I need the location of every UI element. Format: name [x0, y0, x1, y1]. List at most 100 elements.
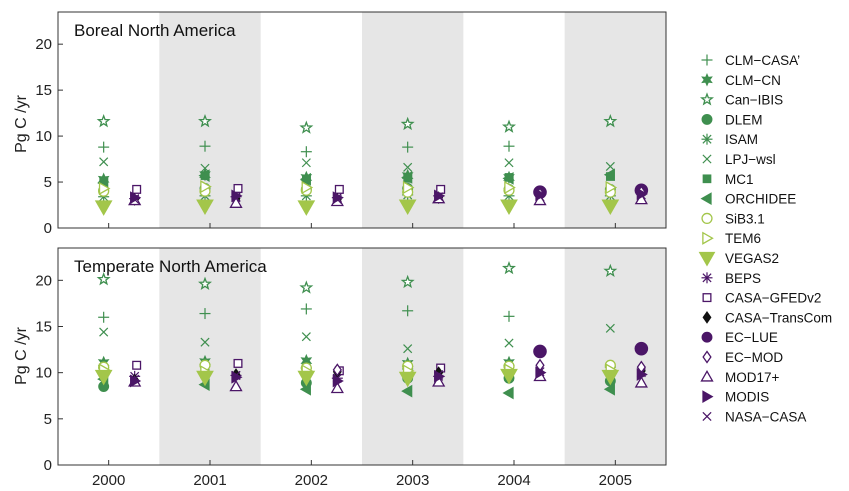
point-orchidee-2001 — [198, 169, 210, 182]
point-nasa-casa-2002 — [332, 373, 342, 383]
point-clm-casa-2000 — [98, 311, 110, 323]
legend-item-casa-transcom: CASA−TransCom — [702, 310, 832, 325]
point-can-ibis-2005 — [603, 114, 618, 128]
legend-label: Can−IBIS — [725, 93, 783, 108]
y-tick-label: 20 — [35, 36, 52, 53]
point-lpj-wsl-2000 — [99, 327, 109, 337]
legend-label: EC−MOD — [725, 350, 783, 365]
legend: CLM−CASA’ CLM−CN Can−IBIS DLEM ISAM LPJ−wsl MC… — [698, 53, 832, 424]
point-can-ibis-2002 — [299, 280, 314, 294]
point-vegas2-2003 — [398, 371, 417, 388]
point-casa-gfedv2-2001 — [233, 358, 243, 368]
legend-item-beps: BEPS — [701, 271, 761, 286]
legend-label: CLM−CN — [725, 73, 781, 88]
point-vegas2-2005 — [601, 369, 620, 386]
legend-marker-can-ibis — [700, 92, 714, 106]
point-clm-casa-2003 — [402, 305, 414, 317]
point-clm-casa-2002 — [300, 146, 312, 158]
point-vegas2-2002 — [297, 370, 316, 387]
plot-frame — [57, 11, 667, 229]
legend-label: EC−LUE — [725, 330, 778, 345]
point-orchidee-2005 — [603, 382, 615, 396]
point-casa-gfedv2-2001 — [233, 183, 243, 193]
point-nasa-casa-2004 — [535, 367, 545, 377]
point-clm-casa-2004 — [503, 310, 515, 322]
point-orchidee-2004 — [502, 172, 514, 185]
point-vegas2-2004 — [500, 199, 518, 215]
legend-item-can-ibis: Can−IBIS — [700, 92, 783, 108]
point-orchidee-2002 — [299, 172, 311, 186]
point-tem6-2003 — [402, 180, 415, 195]
point-can-ibis-2003 — [400, 274, 415, 289]
legend-label: SiB3.1 — [725, 211, 765, 226]
legend-label: DLEM — [725, 112, 763, 127]
point-lpj-wsl-2003 — [403, 344, 413, 354]
point-can-ibis-2001 — [198, 114, 212, 128]
y-tick-label: 5 — [44, 174, 52, 191]
y-tick-label: 5 — [44, 411, 52, 428]
legend-marker-casa-gfedv2 — [702, 293, 712, 303]
legend-item-mod17: MOD17+ — [700, 370, 780, 385]
shaded-band-2003 — [362, 248, 464, 465]
point-lpj-wsl-2000 — [99, 157, 109, 167]
legend-marker-modis — [702, 390, 714, 403]
point-vegas2-2001 — [196, 199, 214, 215]
plot-frame — [57, 247, 667, 466]
legend-label: BEPS — [725, 271, 761, 286]
point-can-ibis-2004 — [502, 260, 516, 275]
panel-temperate-north-america: 0 5 10 15 20 2000 2001 2002 2003 2004 2005 Temperat… — [35, 247, 667, 489]
y-tick-label: 10 — [35, 128, 52, 145]
point-lpj-wsl-2001 — [200, 337, 210, 347]
legend-item-ec-mod: EC−MOD — [702, 350, 783, 365]
legend-item-ec-lue: EC−LUE — [701, 330, 778, 345]
plot-panels: 0 5 10 15 20 Boreal North America 0 5 10 15 20 2000… — [35, 11, 667, 489]
shaded-band-2001 — [159, 248, 261, 465]
point-orchidee-2004 — [502, 386, 514, 400]
point-vegas2-2001 — [196, 370, 214, 387]
legend-marker-isam — [701, 133, 713, 145]
legend-item-tem6: TEM6 — [702, 231, 761, 246]
point-tem6-2004 — [504, 180, 516, 195]
x-tick-label-2003: 2003 — [396, 472, 429, 489]
point-tem6-2005 — [605, 180, 618, 195]
point-nasa-casa-2003 — [434, 192, 444, 202]
x-tick-label-2001: 2001 — [193, 472, 226, 489]
point-vegas2-2004 — [500, 368, 518, 385]
point-vegas2-2002 — [297, 200, 316, 216]
point-casa-gfedv2-2002 — [334, 184, 344, 194]
point-can-ibis-2001 — [198, 276, 212, 290]
point-can-ibis-2003 — [400, 116, 415, 131]
point-can-ibis-2005 — [603, 263, 618, 278]
point-nasa-casa-2001 — [231, 370, 241, 380]
point-casa-gfedv2-2000 — [132, 360, 142, 370]
legend-marker-dlem — [701, 113, 713, 125]
point-vegas2-2000 — [94, 369, 113, 386]
y-tick-label: 0 — [44, 457, 52, 474]
point-ec-lue-2005 — [634, 341, 649, 356]
legend-label: TEM6 — [725, 231, 761, 246]
point-clm-casa-2003 — [402, 141, 414, 153]
legend-marker-clm-casa — [701, 54, 713, 66]
panel-title: Boreal North America — [74, 21, 236, 40]
legend-marker-casa-transcom — [702, 311, 712, 324]
point-can-ibis-2000 — [96, 114, 111, 128]
legend-item-nasa-casa: NASA−CASA — [702, 409, 806, 424]
point-orchidee-2005 — [603, 168, 615, 182]
legend-label: CASA−TransCom — [725, 310, 832, 325]
point-can-ibis-2000 — [96, 272, 111, 286]
point-clm-casa-2000 — [98, 141, 110, 153]
point-mod17-2002 — [330, 381, 344, 394]
point-orchidee-2003 — [401, 171, 413, 184]
legend-marker-tem6 — [702, 231, 714, 245]
x-tick-label-2002: 2002 — [295, 472, 328, 489]
point-lpj-wsl-2003 — [403, 162, 413, 172]
legend-item-clm-casa: CLM−CASA’ — [701, 53, 800, 68]
legend-label: CASA−GFEDv2 — [725, 291, 821, 306]
legend-marker-mc1 — [702, 174, 712, 184]
point-orchidee-2003 — [401, 384, 413, 398]
legend-marker-sib3-1 — [701, 212, 713, 224]
point-lpj-wsl-2005 — [605, 161, 615, 171]
y-tick-label: 15 — [35, 318, 52, 335]
point-casa-gfedv2-2003 — [436, 184, 446, 194]
